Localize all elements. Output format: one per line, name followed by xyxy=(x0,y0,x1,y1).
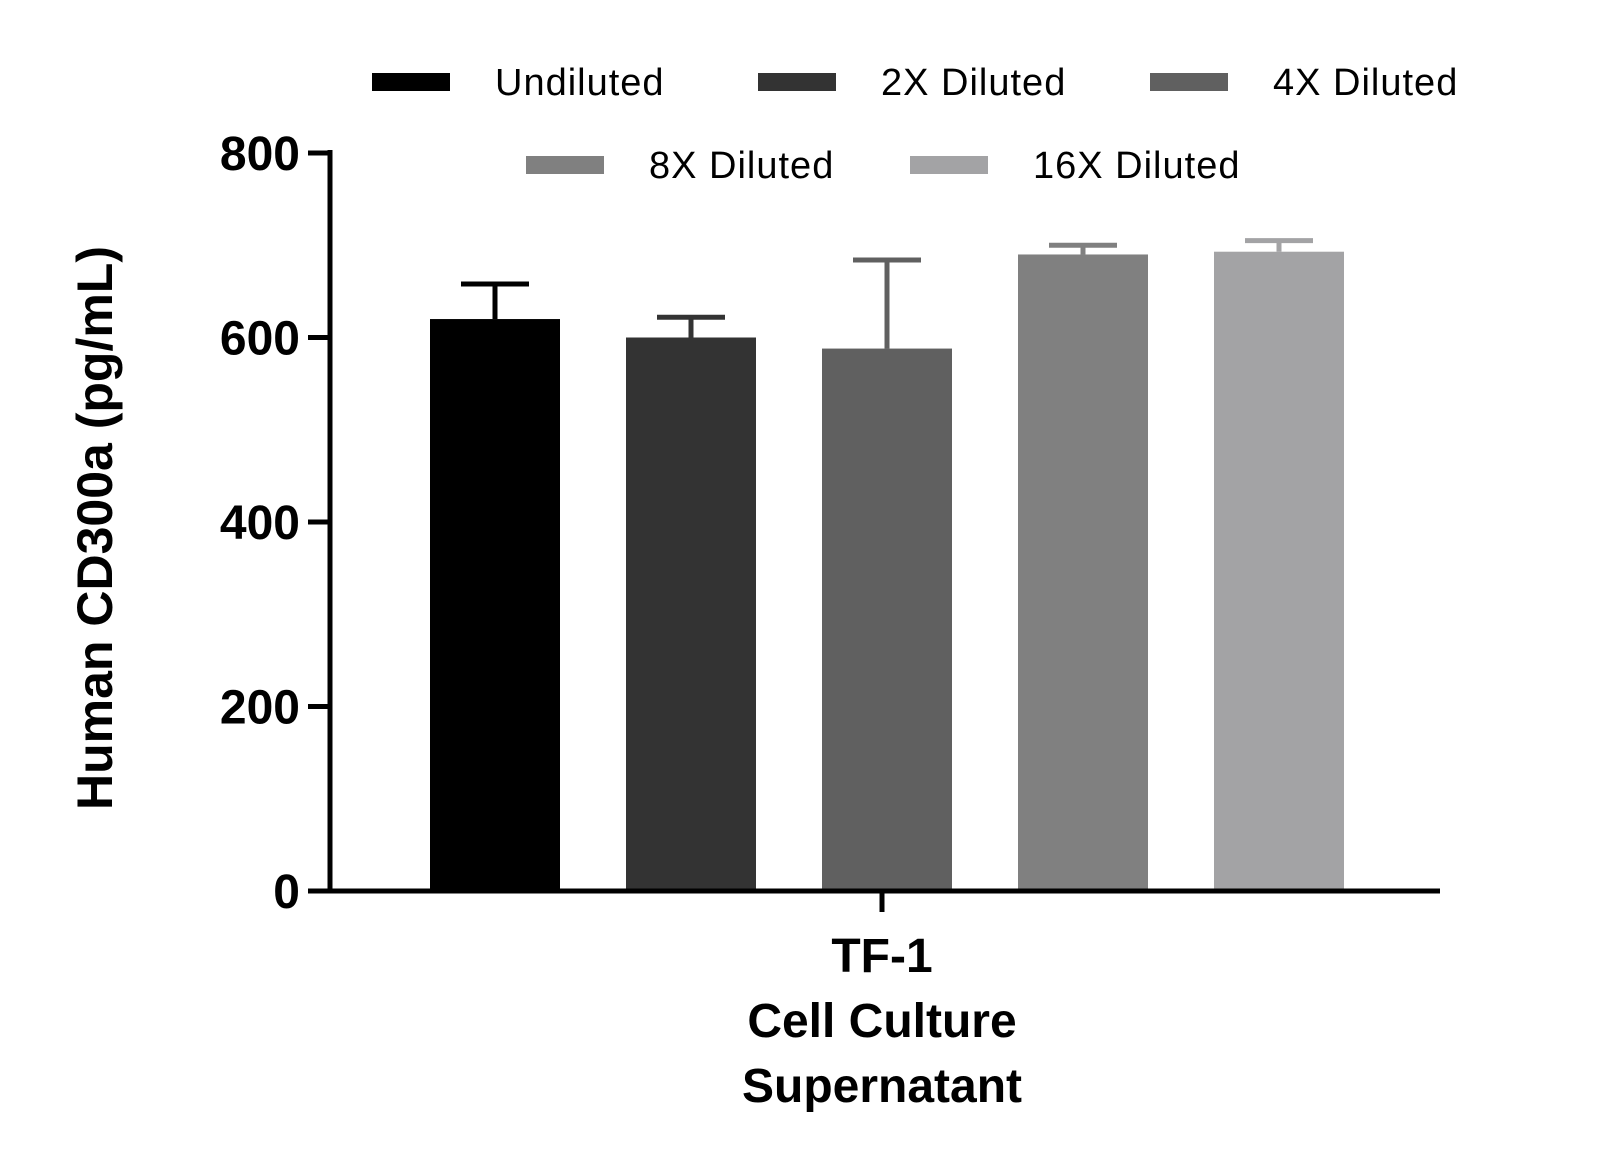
legend-swatch xyxy=(1150,73,1228,91)
legend-label: 16X Diluted xyxy=(1033,145,1240,187)
y-tick-label: 200 xyxy=(220,682,300,735)
legend-swatch xyxy=(758,73,836,91)
bars xyxy=(430,238,1344,892)
bar-4x-diluted xyxy=(822,348,952,891)
legend-label: 4X Diluted xyxy=(1273,62,1458,104)
category-label-line-1: TF-1 xyxy=(831,930,932,983)
bar-8x-diluted xyxy=(1018,254,1148,892)
bar-undiluted xyxy=(430,319,560,891)
legend-label: 2X Diluted xyxy=(881,62,1066,104)
category-label-line-3: Supernatant xyxy=(742,1060,1022,1113)
legend-label: Undiluted xyxy=(495,62,665,104)
y-tick-label: 0 xyxy=(273,866,300,919)
bar-2x-diluted xyxy=(626,337,756,891)
y-axis-ticks: 0 200 400 600 800 xyxy=(220,128,332,919)
y-axis-title: Human CD300a (pg/mL) xyxy=(67,246,123,810)
category-label-line-2: Cell Culture xyxy=(747,995,1016,1048)
y-tick-label: 600 xyxy=(220,313,300,366)
legend-label: 8X Diluted xyxy=(649,145,834,187)
bar-16x-diluted xyxy=(1214,251,1344,891)
y-tick-label: 400 xyxy=(220,497,300,550)
legend-swatch xyxy=(910,156,988,174)
legend-swatch xyxy=(372,73,450,91)
y-tick-label: 800 xyxy=(220,128,300,181)
legend: Undiluted 2X Diluted 4X Diluted 8X Diluted 1… xyxy=(372,62,1458,187)
legend-swatch xyxy=(526,156,604,174)
